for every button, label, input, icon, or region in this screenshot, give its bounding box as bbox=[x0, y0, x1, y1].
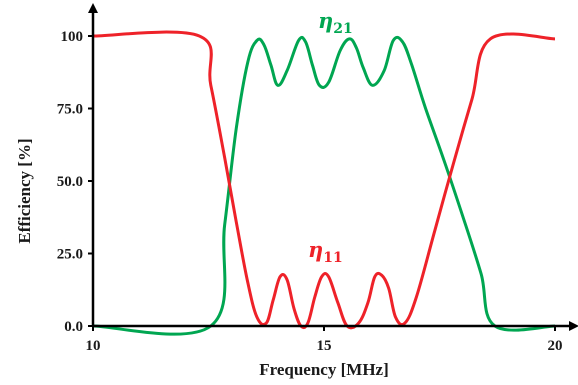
x-tick-label: 20 bbox=[548, 338, 563, 354]
y-tick-label: 25.0 bbox=[57, 247, 83, 263]
ticks-layer: 0.0 25.0 50.0 75.0 100 10 15 20 bbox=[57, 29, 563, 354]
series-line-21 bbox=[92, 35, 556, 336]
series-label-11: η11 bbox=[308, 237, 343, 266]
series-labels: η21 η11 bbox=[308, 8, 353, 266]
series-layer bbox=[92, 30, 556, 336]
x-tick-label: 15 bbox=[317, 338, 332, 354]
y-tick-label: 100 bbox=[61, 29, 84, 45]
series-line-11 bbox=[92, 30, 556, 330]
y-tick-label: 50.0 bbox=[57, 174, 83, 190]
series-label-21: η21 bbox=[318, 8, 353, 37]
y-axis-title: Efficiency [%] bbox=[15, 138, 34, 243]
x-tick-label: 10 bbox=[86, 338, 101, 354]
y-tick-label: 0.0 bbox=[64, 319, 83, 335]
x-axis-title: Frequency [MHz] bbox=[259, 360, 389, 379]
y-tick-label: 75.0 bbox=[57, 102, 83, 118]
